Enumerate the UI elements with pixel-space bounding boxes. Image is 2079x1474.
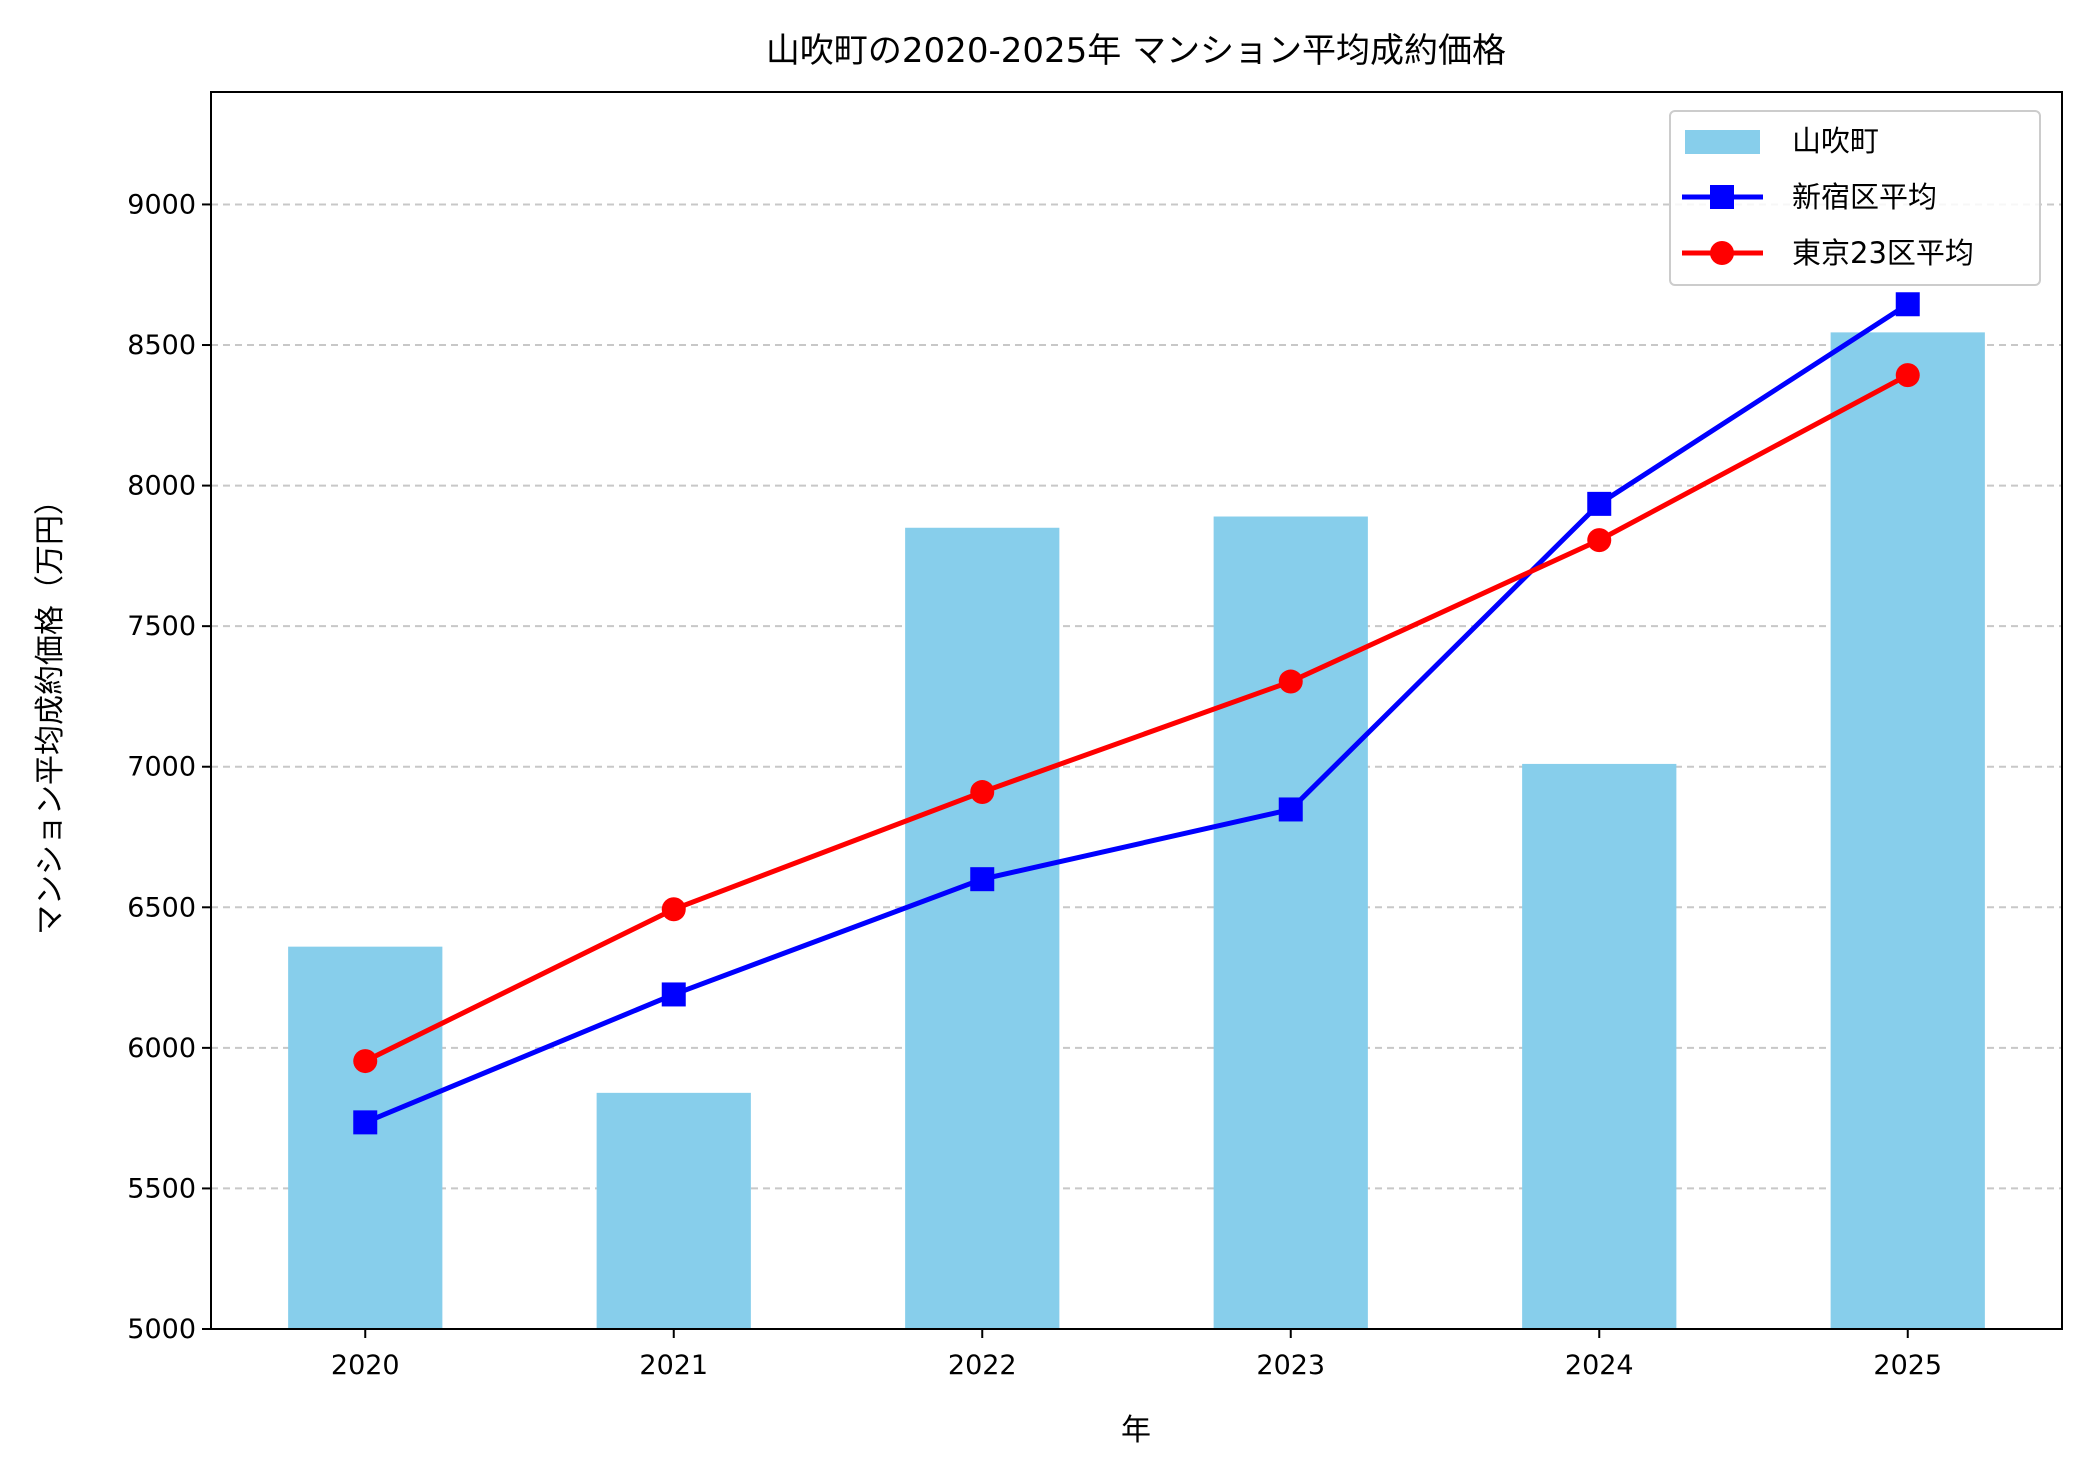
point-square-2022 bbox=[970, 867, 995, 892]
series-line-2 bbox=[364, 372, 1909, 1064]
x-axis-ticks: 2020 2021 2022 2023 2024 2025 bbox=[331, 1329, 1942, 1381]
y-tick-label: 9000 bbox=[127, 189, 196, 220]
y-axis-ticks: 5000 5500 6000 6500 7000 7500 8000 8500 9000 bbox=[127, 189, 211, 1345]
legend-label: 山吹町 bbox=[1792, 124, 1879, 158]
y-tick-label: 7000 bbox=[127, 752, 196, 783]
bar-2020 bbox=[288, 946, 443, 1329]
point-circle-2021 bbox=[661, 897, 686, 922]
x-tick-label: 2021 bbox=[639, 1350, 708, 1381]
bar-2023 bbox=[1213, 516, 1368, 1329]
bar-2025 bbox=[1830, 332, 1985, 1329]
x-tick-label: 2022 bbox=[948, 1350, 1017, 1381]
plot-frame bbox=[210, 91, 2063, 1330]
point-square-2025 bbox=[1895, 292, 1920, 317]
y-tick-label: 8000 bbox=[127, 471, 196, 502]
y-tick-label: 7500 bbox=[127, 611, 196, 642]
legend-square-marker bbox=[1710, 185, 1734, 209]
chart-title: 山吹町の2020-2025年 マンション平均成約価格 bbox=[766, 31, 1506, 71]
point-circle-2023 bbox=[1278, 669, 1303, 694]
x-tick-label: 2025 bbox=[1873, 1350, 1942, 1381]
y-tick-label: 6000 bbox=[127, 1033, 196, 1064]
point-square-2023 bbox=[1278, 797, 1303, 822]
legend-label: 新宿区平均 bbox=[1792, 180, 1937, 214]
grid-lines bbox=[211, 203, 2062, 1190]
legend-label: 東京23区平均 bbox=[1792, 236, 1974, 270]
point-circle-2024 bbox=[1587, 528, 1612, 553]
x-tick-label: 2020 bbox=[331, 1350, 400, 1381]
bar-2021 bbox=[596, 1092, 751, 1329]
x-tick-label: 2024 bbox=[1565, 1350, 1634, 1381]
point-circle-2022 bbox=[970, 780, 995, 805]
y-axis-label: マンション平均成約価格（万円） bbox=[33, 485, 68, 935]
y-tick-label: 5500 bbox=[127, 1173, 196, 1204]
lines bbox=[353, 292, 1920, 1135]
legend-circle-marker bbox=[1710, 241, 1734, 265]
y-tick-label: 5000 bbox=[127, 1314, 196, 1345]
bar-2022 bbox=[905, 527, 1060, 1329]
point-square-2024 bbox=[1587, 491, 1612, 516]
point-square-2020 bbox=[353, 1110, 378, 1135]
bars bbox=[288, 332, 1985, 1329]
x-axis-label: 年 bbox=[1121, 1413, 1151, 1448]
point-circle-2025 bbox=[1895, 363, 1920, 388]
point-square-2021 bbox=[661, 982, 686, 1007]
series-line-1 bbox=[364, 302, 1910, 1125]
x-tick-label: 2023 bbox=[1256, 1350, 1325, 1381]
legend-box bbox=[1669, 110, 2041, 286]
y-tick-label: 8500 bbox=[127, 330, 196, 361]
point-circle-2020 bbox=[353, 1049, 378, 1074]
y-tick-label: 6500 bbox=[127, 892, 196, 923]
bar-2024 bbox=[1522, 763, 1677, 1329]
legend-swatch-bar bbox=[1685, 130, 1760, 154]
